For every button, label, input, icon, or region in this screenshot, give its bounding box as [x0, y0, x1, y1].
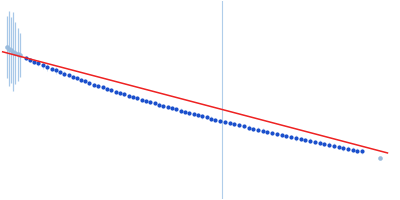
Point	[293, 136, 299, 140]
Point	[182, 110, 188, 113]
Point	[236, 124, 242, 127]
Point	[99, 86, 106, 89]
Point	[264, 130, 271, 133]
Point	[186, 111, 192, 115]
Point	[312, 140, 318, 144]
Point	[31, 60, 38, 63]
Point	[260, 129, 266, 132]
Point	[86, 81, 93, 85]
Point	[17, 54, 24, 57]
Point	[7, 49, 14, 52]
Point	[4, 45, 10, 49]
Point	[78, 78, 84, 82]
Point	[147, 100, 154, 104]
Point	[69, 75, 76, 78]
Point	[53, 69, 59, 72]
Point	[298, 137, 304, 140]
Point	[340, 146, 346, 149]
Point	[354, 149, 361, 152]
Point	[208, 117, 214, 120]
Point	[23, 56, 30, 60]
Point	[359, 150, 366, 153]
Point	[61, 72, 67, 75]
Point	[49, 67, 55, 70]
Point	[288, 135, 294, 138]
Point	[307, 139, 313, 142]
Point	[104, 87, 110, 90]
Point	[5, 47, 12, 50]
Point	[74, 77, 80, 80]
Point	[117, 91, 123, 95]
Point	[65, 74, 72, 77]
Point	[231, 123, 238, 126]
Point	[178, 109, 184, 112]
Point	[156, 103, 162, 106]
Point	[255, 128, 261, 131]
Point	[199, 115, 206, 118]
Point	[350, 148, 356, 151]
Point	[345, 147, 351, 150]
Point	[35, 62, 41, 65]
Point	[44, 66, 50, 69]
Point	[326, 143, 332, 146]
Point	[245, 126, 252, 129]
Point	[226, 122, 233, 125]
Point	[91, 83, 97, 86]
Point	[173, 108, 180, 111]
Point	[138, 98, 145, 101]
Point	[250, 127, 256, 130]
Point	[335, 145, 342, 148]
Point	[283, 134, 290, 138]
Point	[278, 133, 285, 136]
Point	[274, 132, 280, 135]
Point	[164, 105, 171, 109]
Point	[195, 114, 201, 117]
Point	[204, 116, 210, 119]
Point	[241, 125, 247, 128]
Point	[222, 120, 228, 124]
Point	[143, 99, 149, 102]
Point	[82, 80, 88, 83]
Point	[316, 141, 323, 144]
Point	[121, 93, 128, 96]
Point	[321, 142, 328, 146]
Point	[27, 58, 34, 61]
Point	[40, 64, 46, 67]
Point	[108, 89, 114, 92]
Point	[212, 118, 218, 121]
Point	[14, 52, 21, 56]
Point	[95, 84, 101, 88]
Point	[125, 94, 132, 97]
Point	[134, 97, 140, 100]
Point	[130, 95, 136, 99]
Point	[12, 51, 18, 55]
Point	[112, 90, 119, 93]
Point	[190, 113, 197, 116]
Point	[160, 104, 166, 107]
Point	[169, 107, 175, 110]
Point	[152, 102, 158, 105]
Point	[216, 119, 223, 122]
Point	[376, 156, 383, 159]
Point	[269, 131, 276, 134]
Point	[9, 50, 16, 53]
Point	[302, 138, 308, 142]
Point	[57, 70, 63, 74]
Point	[330, 144, 337, 147]
